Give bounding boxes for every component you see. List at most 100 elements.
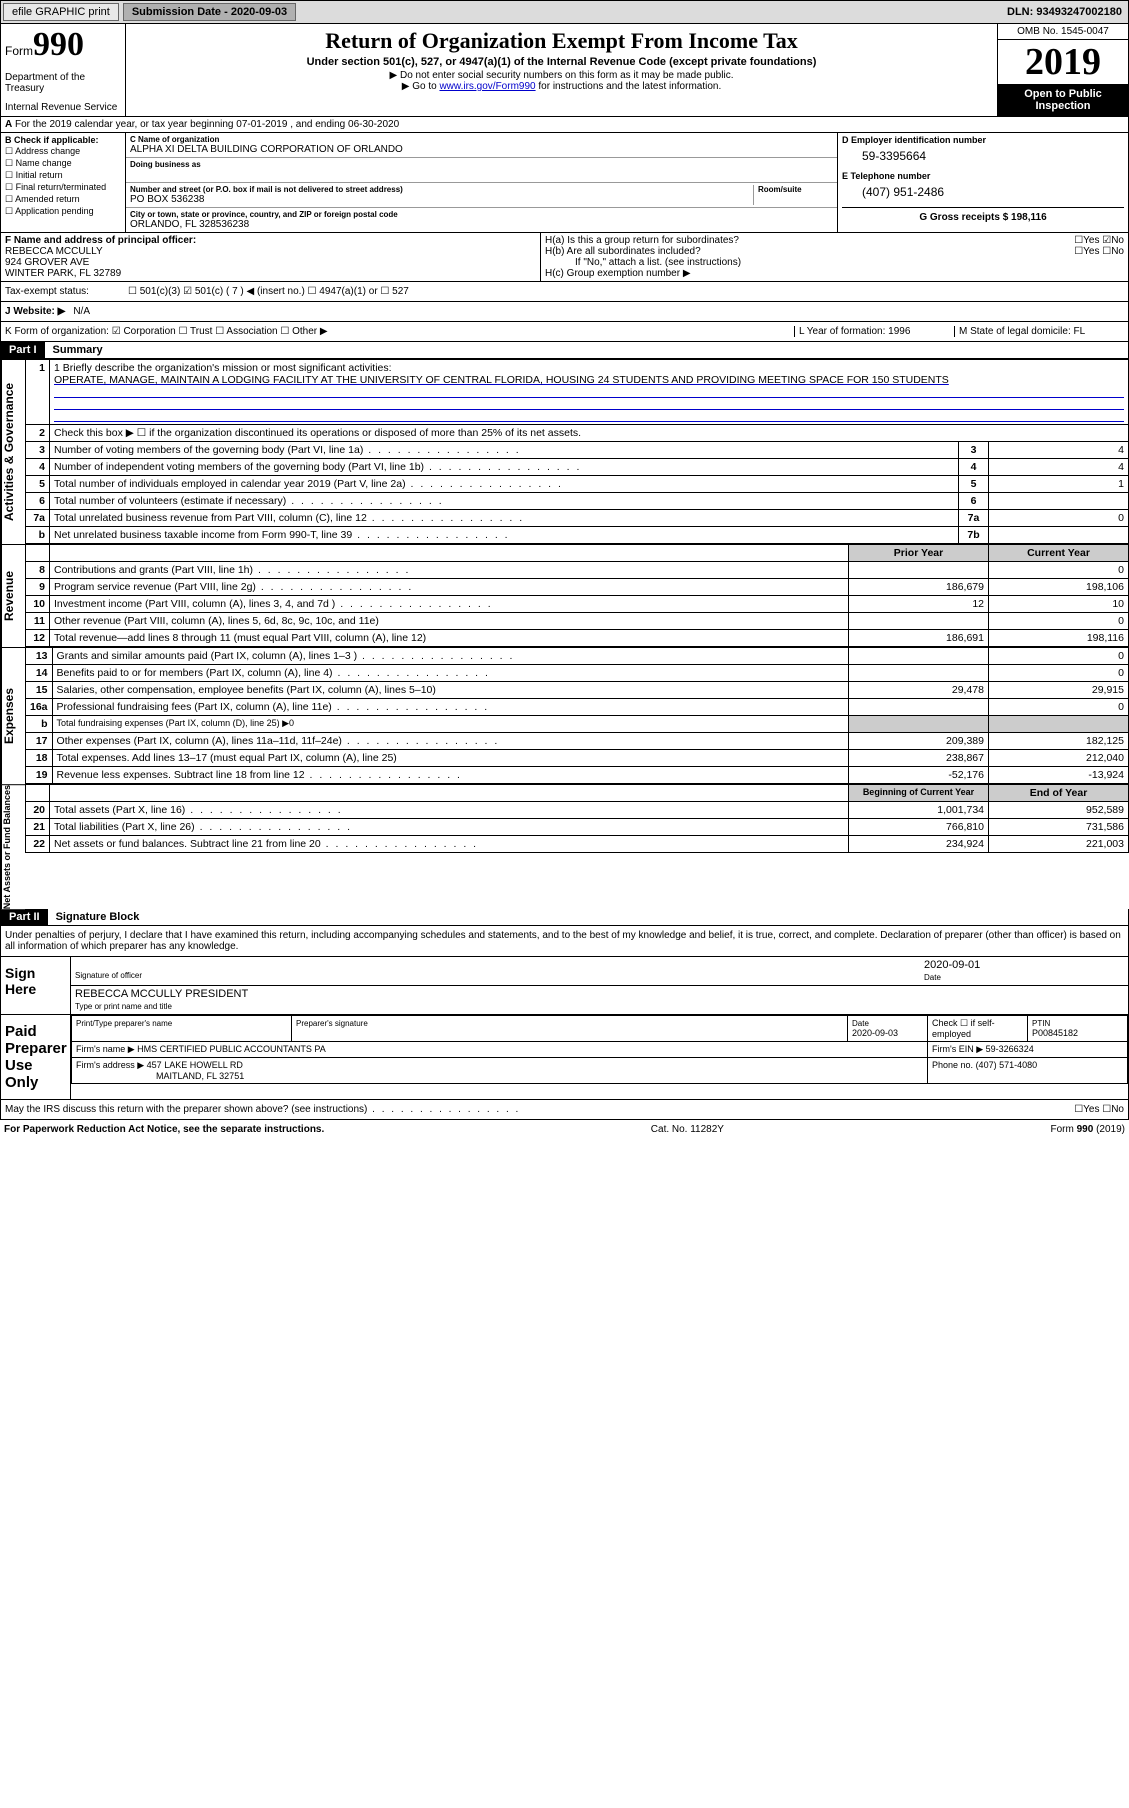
sig-line[interactable]: Signature of officer 2020-09-01 Date [71,957,1128,986]
hb-yn[interactable]: ☐Yes ☐No [1074,246,1124,257]
firm-addr2: MAITLAND, FL 32751 [156,1071,244,1081]
sig-date: 2020-09-01 [924,959,980,971]
exp-row: 18Total expenses. Add lines 13–17 (must … [26,750,1129,767]
check-se[interactable]: Check ☐ if self-employed [928,1016,1028,1042]
rev-row: 8Contributions and grants (Part VIII, li… [26,562,1129,579]
paid-prep-row: Paid Preparer Use Only Print/Type prepar… [1,1014,1128,1099]
part1-container: Activities & Governance 1 1 Briefly desc… [0,359,1129,544]
part1-bar: Part I Summary [0,342,1129,359]
type-lbl: Type or print name and title [75,1002,172,1011]
row-tax: Tax-exempt status: ☐ 501(c)(3) ☑ 501(c) … [0,282,1129,302]
form-word: Form [5,44,33,58]
footer: For Paperwork Reduction Act Notice, see … [0,1120,1129,1139]
tax-lbl: Tax-exempt status: [5,286,120,297]
rev-row: 9Program service revenue (Part VIII, lin… [26,579,1129,596]
side-net: Net Assets or Fund Balances [1,784,25,909]
cy-header: Current Year [989,545,1129,562]
subtitle: Under section 501(c), 527, or 4947(a)(1)… [130,56,993,68]
side-rev: Revenue [1,544,25,647]
sign-here-row: Sign Here Signature of officer 2020-09-0… [1,956,1128,1014]
note-link: ▶ Go to www.irs.gov/Form990 for instruct… [130,81,993,92]
gov-row: 6Total number of volunteers (estimate if… [26,493,1129,510]
efile-label[interactable]: efile GRAPHIC print [3,3,119,21]
discuss: May the IRS discuss this return with the… [5,1104,520,1115]
part1-title: Summary [45,344,103,356]
check-header: B Check if applicable: [5,135,99,145]
line1-lbl: 1 Briefly describe the organization's mi… [54,362,392,374]
firm-addr-lbl: Firm's address ▶ [76,1060,144,1070]
main-title: Return of Organization Exempt From Incom… [130,28,993,54]
mission: OPERATE, MANAGE, MAINTAIN A LODGING FACI… [54,374,949,386]
chk-address[interactable]: ☐ Address change [5,146,121,157]
prep-name-lbl: Print/Type preparer's name [76,1019,172,1028]
firm-ein-lbl: Firm's EIN ▶ [932,1044,983,1054]
info-grid: B Check if applicable: ☐ Address change … [0,133,1129,233]
row-fg: F Name and address of principal officer:… [0,233,1129,282]
rev-row: 10Investment income (Part VIII, column (… [26,596,1129,613]
part1-header: Part I [1,342,45,358]
side-exp: Expenses [1,647,25,784]
gross: G Gross receipts $ 198,116 [919,212,1046,223]
row-k[interactable]: K Form of organization: ☑ Corporation ☐ … [5,326,794,337]
gov-row: bNet unrelated business taxable income f… [26,527,1129,544]
ptin-lbl: PTIN [1032,1019,1050,1028]
chk-initial[interactable]: ☐ Initial return [5,170,121,181]
chk-name[interactable]: ☐ Name change [5,158,121,169]
addr-lbl: Number and street (or P.O. box if mail i… [130,185,753,194]
prep-date-lbl: Date [852,1019,869,1028]
tax-opts[interactable]: ☐ 501(c)(3) ☑ 501(c) ( 7 ) ◀ (insert no.… [128,286,409,297]
officer-typed: REBECCA MCCULLY PRESIDENT [75,988,248,1000]
rev-container: Revenue Prior YearCurrent Year 8Contribu… [0,544,1129,647]
prep-date: 2020-09-03 [852,1028,898,1038]
exp-row: 13Grants and similar amounts paid (Part … [26,648,1129,665]
dept-irs: Internal Revenue Service [5,102,121,113]
note-ssn: ▶ Do not enter social security numbers o… [130,70,993,81]
firm-addr1: 457 LAKE HOWELL RD [147,1060,243,1070]
row-m: M State of legal domicile: FL [954,326,1124,337]
ha-yn[interactable]: ☐Yes ☑No [1074,235,1124,246]
row-website: J Website: ▶ N/A [0,302,1129,322]
line2[interactable]: Check this box ▶ ☐ if the organization d… [50,425,1129,442]
ha: H(a) Is this a group return for subordin… [545,235,739,246]
part2-title: Signature Block [48,911,140,923]
open-public: Open to Public Inspection [998,84,1128,116]
sig-officer-lbl: Signature of officer [75,971,924,980]
hif: If "No," attach a list. (see instruction… [545,257,1124,268]
chk-pending[interactable]: ☐ Application pending [5,206,121,217]
sig-block: Under penalties of perjury, I declare th… [0,926,1129,1120]
py-header: Prior Year [849,545,989,562]
gov-row: 4Number of independent voting members of… [26,459,1129,476]
officer-addr2: WINTER PARK, FL 32789 [5,268,121,279]
gov-row: 7aTotal unrelated business revenue from … [26,510,1129,527]
addr-row: Number and street (or P.O. box if mail i… [126,183,837,208]
city-lbl: City or town, state or province, country… [130,210,833,219]
date-lbl: Date [924,973,941,982]
gov-row: 5Total number of individuals employed in… [26,476,1129,493]
form-number: 990 [33,26,84,63]
chk-final[interactable]: ☐ Final return/terminated [5,182,121,193]
row-l: L Year of formation: 1996 [794,326,954,337]
dln: DLN: 93493247002180 [1007,6,1126,18]
submission-date: Submission Date - 2020-09-03 [123,3,296,21]
part2-bar: Part II Signature Block [0,909,1129,926]
period-text: For the 2019 calendar year, or tax year … [15,119,399,130]
discuss-row: May the IRS discuss this return with the… [1,1099,1128,1119]
officer-lbl: F Name and address of principal officer: [5,235,196,246]
officer-box: F Name and address of principal officer:… [1,233,541,281]
officer-addr1: 924 GROVER AVE [5,257,89,268]
exp-row: 14Benefits paid to or for members (Part … [26,665,1129,682]
gov-table: 1 1 Briefly describe the organization's … [25,359,1129,544]
firm-name: HMS CERTIFIED PUBLIC ACCOUNTANTS PA [137,1044,326,1054]
firm-phone-lbl: Phone no. [932,1060,973,1070]
omb: OMB No. 1545-0047 [998,24,1128,40]
discuss-yn[interactable]: ☐Yes ☐No [1074,1104,1124,1115]
chk-amended[interactable]: ☐ Amended return [5,194,121,205]
dba-lbl: Doing business as [130,160,833,169]
period-line: A For the 2019 calendar year, or tax yea… [0,117,1129,133]
exp-table: 13Grants and similar amounts paid (Part … [25,647,1129,784]
irs-link[interactable]: www.irs.gov/Form990 [439,81,535,92]
org-addr: PO BOX 536238 [130,194,753,205]
org-city: ORLANDO, FL 328536238 [130,219,833,230]
net-table: Beginning of Current YearEnd of Year 20T… [25,784,1129,853]
rev-row: 11Other revenue (Part VIII, column (A), … [26,613,1129,630]
